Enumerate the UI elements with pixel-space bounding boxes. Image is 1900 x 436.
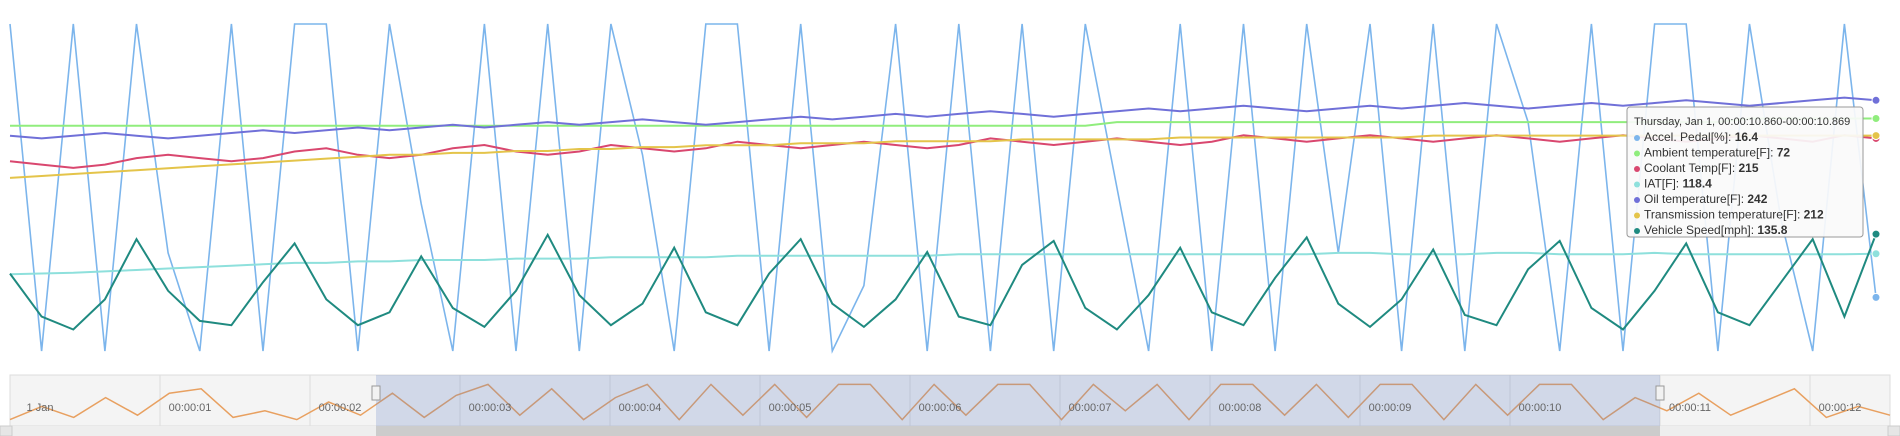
tooltip-separator: :	[1797, 208, 1804, 222]
series-line	[9, 232, 1877, 331]
tooltip-series-name: Accel. Pedal[%]	[1644, 130, 1728, 144]
tooltip-separator: :	[1751, 223, 1758, 237]
navigator-x-label: 00:00:02	[319, 402, 362, 414]
tooltip-separator: :	[1676, 177, 1683, 191]
plot-area	[9, 23, 1881, 354]
navigator-x-label: 00:00:06	[919, 402, 962, 414]
tooltip-bullet	[1634, 166, 1640, 172]
scroll-left-button[interactable]	[0, 425, 13, 436]
tooltip-separator: :	[1732, 161, 1739, 175]
navigator-x-label: 00:00:01	[169, 402, 212, 414]
tooltip: Thursday, Jan 1, 00:00:10.860-00:00:10.8…	[1626, 106, 1864, 238]
hover-marker	[1871, 249, 1881, 259]
tooltip-separator: :	[1741, 192, 1748, 206]
tooltip-row: Coolant Temp[F]: 215	[1644, 161, 1759, 175]
tooltip-row: Transmission temperature[F]: 212	[1644, 208, 1824, 222]
tooltip-title: Thursday, Jan 1, 00:00:10.860-00:00:10.8…	[1634, 116, 1850, 128]
navigator-x-label: 00:00:04	[619, 402, 662, 414]
navigator-x-label: 00:00:07	[1069, 402, 1112, 414]
tooltip-separator: :	[1728, 130, 1735, 144]
hover-marker	[1871, 292, 1881, 302]
scrollbar	[0, 425, 1900, 436]
tooltip-series-name: IAT[F]	[1644, 177, 1676, 191]
tooltip-bullet	[1634, 228, 1640, 234]
navigator-line	[9, 383, 1891, 421]
tooltip-box	[1626, 106, 1864, 238]
tooltip-value: 72	[1777, 146, 1791, 160]
tooltip-value: 242	[1747, 192, 1767, 206]
hover-marker	[1871, 113, 1881, 123]
navigator-selection[interactable]	[376, 375, 1660, 426]
series-line	[9, 134, 1877, 169]
tooltip-row: Oil temperature[F]: 242	[1644, 192, 1768, 206]
navigator-x-label: 00:00:03	[469, 402, 512, 414]
tooltip-bullet	[1634, 150, 1640, 157]
tooltip-row: Ambient temperature[F]: 72	[1644, 146, 1790, 160]
tooltip-bullet	[1634, 212, 1640, 219]
tooltip-series-name: Coolant Temp[F]	[1644, 161, 1732, 175]
navigator: 1 Jan 00:00:01 00:00:02 00:00:03 00:00:04 00:…	[9, 374, 1891, 427]
tooltip-series-name: Transmission temperature[F]	[1644, 208, 1797, 222]
navigator-x-label: 00:00:05	[769, 402, 812, 414]
navigator-x-label: 00:00:08	[1219, 402, 1262, 414]
hover-marker	[1871, 131, 1881, 141]
navigator-x-label: 00:00:10	[1519, 402, 1562, 414]
tooltip-row: Vehicle Speed[mph]: 135.8	[1644, 223, 1788, 237]
scrollbar-thumb[interactable]	[376, 426, 1660, 436]
tooltip-value: 212	[1804, 208, 1824, 222]
tooltip-row: Accel. Pedal[%]: 16.4	[1644, 130, 1758, 144]
hover-marker	[1871, 95, 1881, 105]
navigator-handle[interactable]	[1655, 385, 1665, 401]
tooltip-bullet	[1634, 181, 1640, 188]
tooltip-bullet	[1634, 197, 1640, 203]
tooltip-bullet	[1634, 135, 1640, 141]
series-line	[10, 117, 1876, 127]
series-line	[9, 23, 1877, 354]
tooltip-separator: :	[1770, 146, 1777, 160]
navigator-x-label: 00:00:12	[1819, 402, 1862, 414]
navigator-x-label: 1 Jan	[27, 402, 54, 414]
series-line	[9, 96, 1877, 140]
navigator-x-label: 00:00:09	[1369, 402, 1412, 414]
tooltip-value: 215	[1739, 161, 1759, 175]
scroll-right-button[interactable]	[1887, 425, 1900, 436]
tooltip-series-name: Vehicle Speed[mph]	[1644, 223, 1751, 237]
tooltip-series-name: Oil temperature[F]	[1644, 192, 1741, 206]
tooltip-value: 118.4	[1682, 177, 1712, 191]
tooltip-value: 16.4	[1735, 130, 1759, 144]
tooltip-row: IAT[F]: 118.4	[1644, 177, 1712, 191]
tooltip-value: 135.8	[1757, 223, 1787, 237]
series-line	[9, 134, 1876, 179]
navigator-x-label: 00:00:11	[1669, 402, 1711, 414]
tooltip-series-name: Ambient temperature[F]	[1644, 146, 1770, 160]
hover-marker	[1871, 229, 1881, 239]
navigator-handle[interactable]	[371, 385, 381, 401]
